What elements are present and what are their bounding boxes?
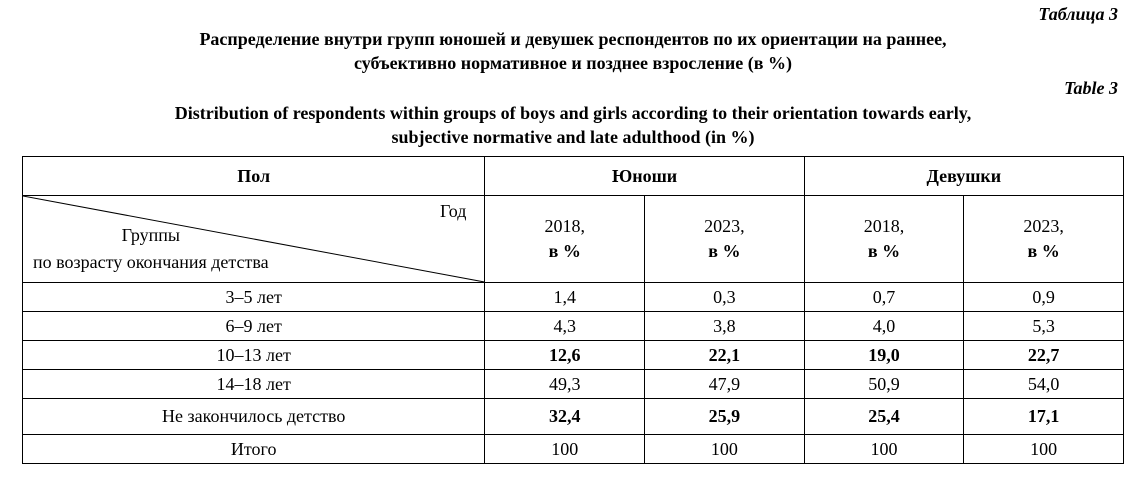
cell: 3,8 <box>644 311 805 341</box>
cell: 100 <box>963 434 1124 464</box>
data-table: Пол Юноши Девушки Год Группы по возрасту… <box>21 156 1125 464</box>
unit-label: в % <box>548 241 581 261</box>
header-girls: Девушки <box>803 156 1125 196</box>
corner-label-groups: Группы по возрасту окончания детства <box>33 222 269 276</box>
unit-label: в % <box>1027 241 1060 261</box>
row-label: Не закончилось детство <box>21 398 486 435</box>
cell: 100 <box>484 434 646 464</box>
row-label: 3–5 лет <box>21 282 486 312</box>
cell: 0,7 <box>803 282 965 312</box>
row-label: 14–18 лет <box>21 369 486 399</box>
cell: 4,0 <box>803 311 965 341</box>
cell: 0,9 <box>963 282 1124 312</box>
year-header-boys-2018: 2018, в % <box>484 195 646 283</box>
table-title-en: Distribution of respondents within group… <box>22 101 1124 149</box>
table-row: 6–9 лет 4,3 3,8 4,0 5,3 <box>21 311 1124 341</box>
year-header-girls-2023: 2023, в % <box>963 195 1124 283</box>
header-sex: Пол <box>21 156 486 196</box>
header-boys: Юноши <box>484 156 805 196</box>
unit-label: в % <box>708 241 741 261</box>
table-number-ru: Таблица 3 <box>1038 4 1118 24</box>
cell: 100 <box>644 434 805 464</box>
year-header-boys-2023: 2023, в % <box>644 195 805 283</box>
cell: 22,7 <box>963 340 1124 370</box>
table-row: 14–18 лет 49,3 47,9 50,9 54,0 <box>21 369 1124 399</box>
corner-label-year: Год <box>439 201 467 221</box>
row-label: Итого <box>21 434 486 464</box>
cell: 100 <box>803 434 965 464</box>
header-row: Пол Юноши Девушки <box>21 156 1125 196</box>
corner-label-groups-line1: Группы <box>121 225 181 245</box>
table-title-en-line1: Distribution of respondents within group… <box>174 103 972 123</box>
table-title-en-line2: subjective normative and late adulthood … <box>391 127 755 147</box>
year-label: 2018, <box>544 216 585 236</box>
cell: 50,9 <box>803 369 965 399</box>
corner-label-groups-line2: по возрасту окончания детства <box>33 252 269 272</box>
cell: 5,3 <box>963 311 1124 341</box>
cell: 1,4 <box>484 282 646 312</box>
table-title-ru: Распределение внутри групп юношей и деву… <box>22 27 1124 75</box>
table-row: 10–13 лет 12,6 22,1 19,0 22,7 <box>21 340 1124 370</box>
subheader-row: Год Группы по возрасту окончания детства… <box>21 195 1124 283</box>
cell: 25,9 <box>644 398 805 435</box>
row-label: 10–13 лет <box>21 340 486 370</box>
table-row: Не закончилось детство 32,4 25,9 25,4 17… <box>21 398 1124 435</box>
cell: 47,9 <box>644 369 805 399</box>
diagonal-line <box>23 196 484 282</box>
cell: 4,3 <box>484 311 646 341</box>
table-row: Итого 100 100 100 100 <box>21 434 1124 464</box>
table-row: 3–5 лет 1,4 0,3 0,7 0,9 <box>21 282 1124 312</box>
cell: 19,0 <box>803 340 965 370</box>
cell: 17,1 <box>963 398 1124 435</box>
cell: 22,1 <box>644 340 805 370</box>
table-title-ru-line2: субъективно нормативное и позднее взросл… <box>354 53 792 73</box>
cell: 32,4 <box>484 398 646 435</box>
table-number-en: Table 3 <box>1064 78 1118 98</box>
year-header-girls-2018: 2018, в % <box>803 195 965 283</box>
cell: 54,0 <box>963 369 1124 399</box>
corner-cell: Год Группы по возрасту окончания детства <box>21 195 486 283</box>
cell: 49,3 <box>484 369 646 399</box>
year-label: 2023, <box>1023 216 1064 236</box>
row-label: 6–9 лет <box>21 311 486 341</box>
cell: 0,3 <box>644 282 805 312</box>
year-label: 2023, <box>704 216 745 236</box>
table-title-ru-line1: Распределение внутри групп юношей и деву… <box>199 29 947 49</box>
year-label: 2018, <box>863 216 905 236</box>
page: Таблица 3 Распределение внутри групп юно… <box>21 4 1125 464</box>
cell: 25,4 <box>803 398 965 435</box>
unit-label: в % <box>867 241 901 261</box>
cell: 12,6 <box>484 340 646 370</box>
